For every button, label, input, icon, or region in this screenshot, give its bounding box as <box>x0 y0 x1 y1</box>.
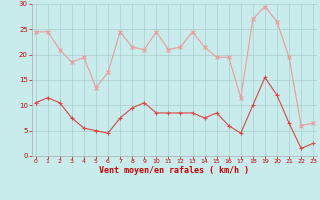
X-axis label: Vent moyen/en rafales ( km/h ): Vent moyen/en rafales ( km/h ) <box>100 166 249 175</box>
